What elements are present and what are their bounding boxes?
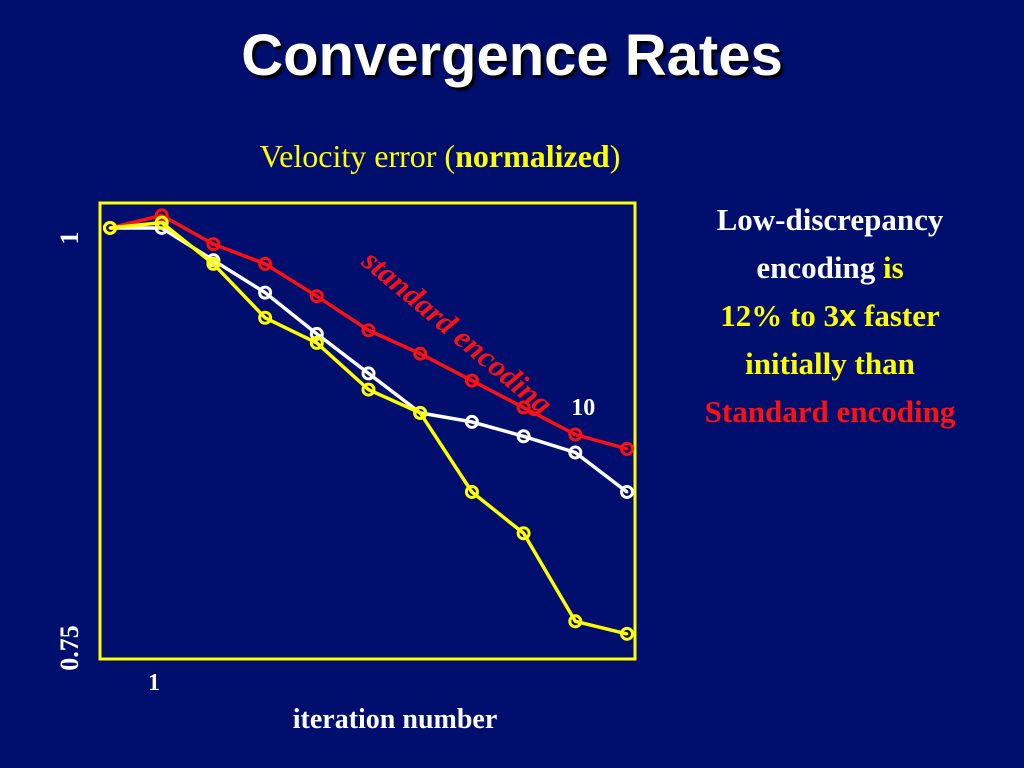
note-line-2: encoding is: [655, 244, 1005, 292]
series-0-point-dot-2: [212, 242, 215, 246]
series-2-point-dot-3: [263, 316, 267, 320]
series-2-point-dot-1: [160, 221, 164, 224]
series-line-0: [109, 213, 628, 451]
series-2-point-8: [516, 526, 531, 541]
x-axis-label: iteration number: [293, 704, 498, 735]
x-tick-label-0: 1: [148, 670, 160, 696]
note-three: 3: [823, 298, 840, 333]
note-encoding: encoding: [756, 250, 876, 285]
series-2-point-5: [361, 382, 376, 397]
slide-title: Convergence Rates: [241, 23, 783, 88]
series-0-point-3: [258, 256, 273, 271]
series-2-point-1: [154, 215, 169, 230]
side-note: Low-discrepancy encoding is 12% to 3x fa…: [655, 196, 1005, 436]
series-line-2: [109, 220, 628, 636]
series-1-point-dot-8: [522, 434, 525, 438]
series-2-point-4: [309, 335, 324, 350]
series-2-point-dot-6: [418, 411, 422, 415]
series-0-point-6: [413, 346, 428, 361]
series-0-point-dot-3: [263, 262, 267, 266]
series-1-point-9: [568, 445, 583, 460]
series-1-point-4: [309, 326, 324, 341]
series-0-point-4: [309, 289, 324, 304]
chart-title-bold: normalized: [455, 138, 610, 174]
series-1-point-dot-7: [470, 420, 474, 424]
x-tick-label-1: 10: [571, 395, 595, 421]
series-2-point-6: [413, 405, 428, 420]
chart-title-prefix: Velocity error: [259, 138, 437, 174]
series-0-point-dot-6: [418, 352, 422, 356]
chart-title-close-paren: ): [609, 138, 621, 174]
series-0-point-dot-5: [367, 328, 370, 332]
series-1-point-dot-10: [625, 490, 629, 494]
series-0-point-8: [516, 400, 531, 415]
note-line-5: Standard encoding: [704, 394, 956, 429]
series-1-point-8: [516, 429, 531, 444]
series-0-point-5: [361, 323, 376, 338]
series-0-point-dot-7: [470, 379, 474, 383]
series-0-point-dot-4: [315, 294, 319, 298]
series-2-point-dot-4: [315, 341, 319, 345]
chart-title: Velocity error (normalized): [180, 138, 700, 175]
y-tick-label-1: 1: [55, 232, 84, 245]
y-tick-label-0: 0.75: [55, 625, 84, 671]
series-1-point-dot-4: [315, 332, 319, 336]
series-1-point-7: [464, 414, 479, 429]
series-2-point-dot-5: [367, 388, 370, 391]
series-2-point-dot-9: [573, 619, 577, 623]
note-x: x: [839, 298, 857, 333]
series-2-point-9: [568, 614, 583, 629]
note-percent: 12%: [720, 298, 783, 333]
series-0-point-10: [620, 441, 634, 456]
chart-title-open-paren: (: [444, 138, 456, 174]
series-2-point-dot-10: [625, 632, 629, 636]
series-2-point-dot-0: [108, 226, 112, 230]
series-2-point-0: [103, 220, 117, 235]
series-2-point-dot-2: [212, 262, 215, 266]
series-2-point-dot-8: [522, 531, 525, 535]
note-line-4: initially than: [745, 346, 915, 381]
series-0-point-9: [568, 427, 583, 442]
series-2-point-7: [464, 484, 479, 499]
note-line-1: Low-discrepancy: [716, 202, 944, 237]
series-0-point-dot-8: [522, 406, 525, 409]
series-1-point-5: [361, 366, 376, 381]
series-0-point-dot-10: [625, 447, 629, 451]
series-0-point-dot-9: [573, 433, 577, 436]
series-1-point-dot-3: [263, 291, 267, 295]
note-faster: faster: [864, 298, 940, 333]
series-0-point-2: [206, 237, 221, 252]
annotation-standard-encoding: standard encoding: [355, 242, 560, 422]
note-line-3: 12% to 3x faster: [655, 292, 1005, 340]
series-1-point-3: [258, 285, 273, 300]
series-1-point-10: [620, 484, 634, 499]
note-to: to: [789, 298, 816, 333]
series-2-point-10: [620, 626, 634, 641]
series-2-point-dot-7: [470, 490, 474, 494]
note-is: is: [882, 250, 904, 285]
series-0-point-7: [464, 373, 479, 388]
series-1-point-dot-5: [367, 372, 370, 375]
series-2-point-3: [258, 310, 273, 325]
series-2-point-2: [206, 256, 221, 271]
plot-frame: [98, 201, 637, 661]
series-1-point-dot-9: [573, 451, 577, 454]
